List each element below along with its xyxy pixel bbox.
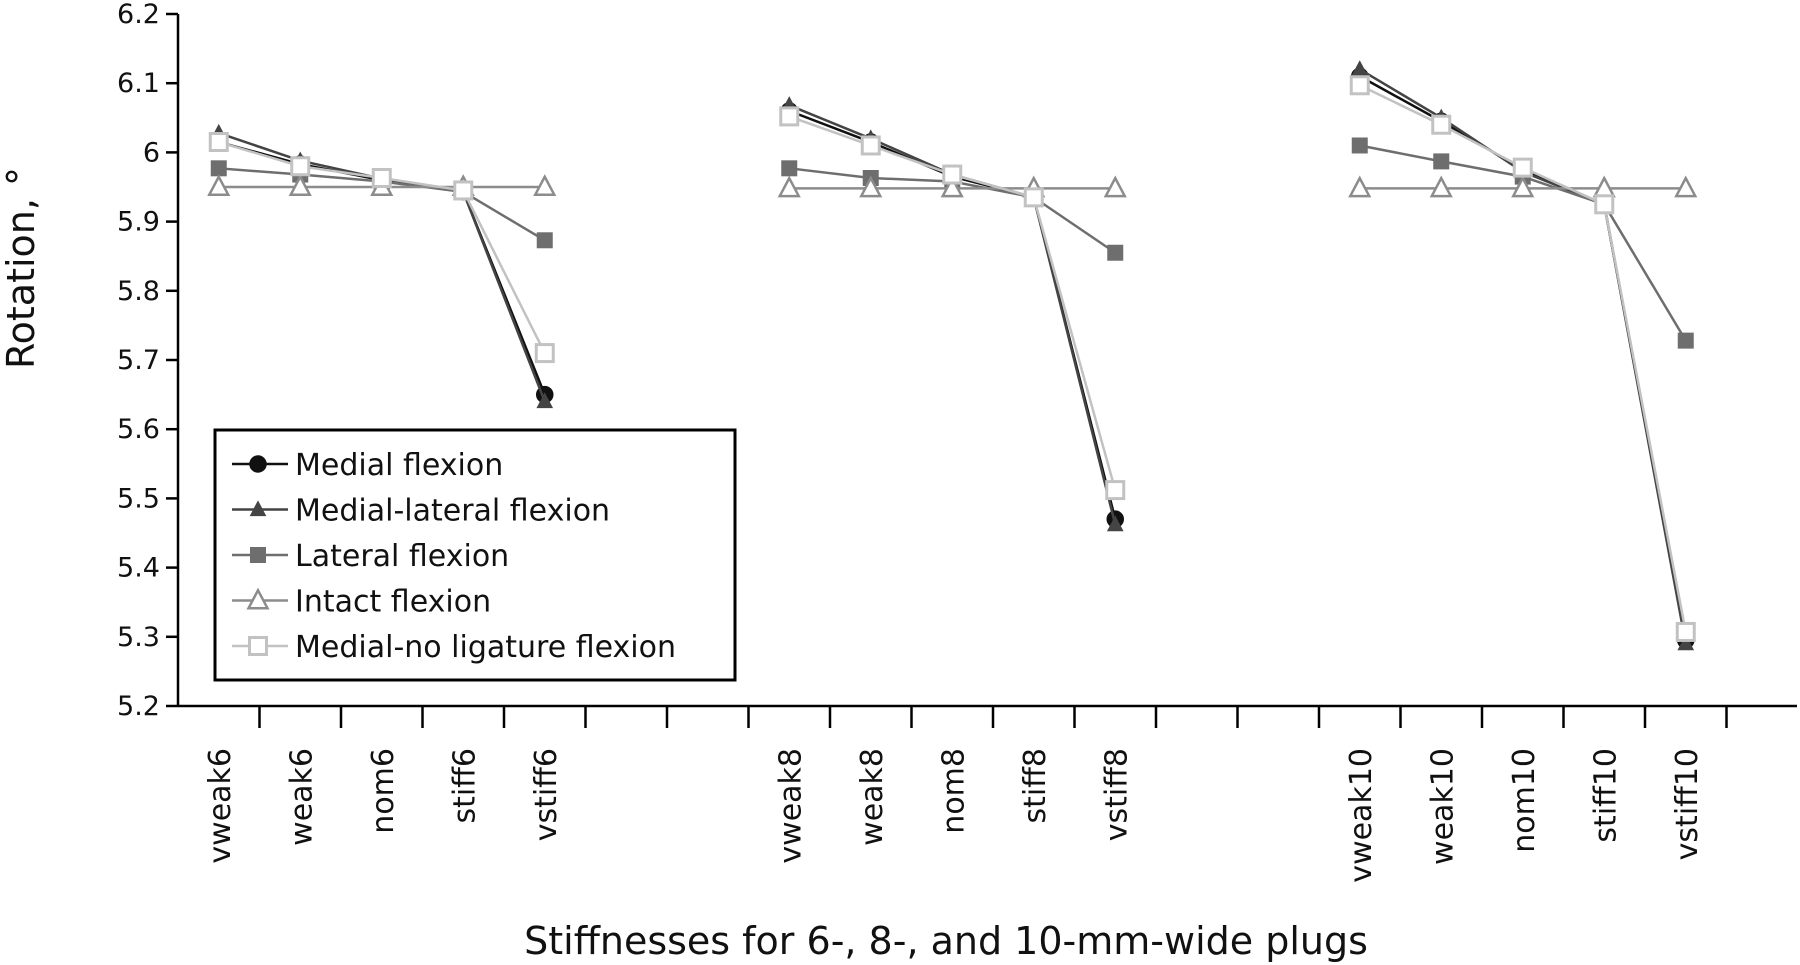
data-point (288, 174, 312, 196)
data-point (781, 160, 798, 177)
x-tick-label: vweak10 (1344, 748, 1379, 883)
data-point (1429, 175, 1453, 198)
y-axis-title: Rotation, ° (0, 167, 43, 369)
legend-marker (246, 587, 270, 610)
data-point (1675, 621, 1696, 642)
x-tick-label: vweak6 (203, 748, 238, 864)
data-point (1107, 244, 1124, 261)
y-tick-label: 5.8 (117, 276, 160, 307)
x-tick-label: vstiff8 (1099, 748, 1134, 841)
legend-marker (248, 636, 268, 656)
data-point (1351, 137, 1368, 154)
y-axis-ticks: 5.2 5.3 5.4 5.5 5.6 5.7 5.8 5.9 6 6.1 6.2 (117, 0, 178, 722)
y-tick-label: 6.2 (117, 0, 160, 30)
x-tick-label: stiff10 (1588, 748, 1623, 843)
data-point (1677, 634, 1695, 651)
data-point (210, 160, 227, 177)
x-tick-label: vweak8 (773, 748, 808, 864)
x-tick-label: nom6 (366, 748, 401, 834)
y-tick-label: 5.5 (117, 483, 160, 514)
x-tick-label: weak10 (1425, 748, 1460, 865)
legend-label: Intact flexion (295, 585, 491, 620)
legend-entry: Intact flexion (232, 585, 491, 620)
legend-label: Medial flexion (295, 448, 503, 483)
legend-entry: Medial-no ligature flexion (232, 630, 676, 665)
legend-marker (249, 455, 267, 473)
y-tick-label: 5.4 (117, 553, 160, 584)
data-point (942, 164, 963, 185)
y-tick-label: 5.3 (117, 622, 160, 653)
data-point (1103, 175, 1127, 198)
y-tick-label: 5.2 (117, 691, 160, 722)
legend: Medial flexion Medial-lateral flexion Late… (213, 428, 737, 682)
data-point (1105, 480, 1126, 501)
series-5 (208, 75, 1696, 642)
data-point (1433, 153, 1450, 170)
x-tick-label: nom8 (936, 748, 971, 834)
x-axis-title: Stiffnesses for 6-, 8-, and 10-mm-wide p… (524, 919, 1368, 963)
data-point (1349, 75, 1370, 96)
data-point (779, 106, 800, 127)
y-tick-label: 6 (143, 137, 160, 168)
legend-label: Medial-no ligature flexion (295, 630, 676, 665)
data-point (533, 174, 557, 196)
data-point (1351, 60, 1369, 76)
y-tick-label: 5.6 (117, 414, 160, 445)
data-point (1023, 187, 1044, 208)
legend-entry: Medial-lateral flexion (232, 494, 610, 529)
data-point (940, 175, 964, 198)
data-point (1677, 332, 1694, 349)
data-point (860, 135, 881, 156)
series-layer (207, 60, 1698, 651)
x-tick-label: weak8 (855, 748, 890, 846)
data-point (1431, 114, 1452, 135)
legend-entry: Lateral flexion (232, 539, 509, 574)
data-point (1106, 515, 1124, 532)
data-point (1592, 175, 1616, 198)
data-point (371, 168, 392, 189)
legend-frame (213, 428, 737, 682)
data-point (534, 343, 555, 364)
x-tick-label: stiff6 (447, 748, 482, 823)
data-point (859, 175, 883, 198)
y-tick-label: 5.9 (117, 207, 160, 238)
data-point (1348, 175, 1372, 198)
data-point (777, 175, 801, 198)
x-tick-label: vstiff6 (529, 748, 564, 841)
y-tick-label: 6.1 (117, 68, 160, 99)
data-point (1674, 175, 1698, 198)
data-point (290, 156, 311, 177)
legend-entry: Medial flexion (232, 448, 503, 483)
data-point (1594, 194, 1615, 215)
data-point (1511, 175, 1535, 198)
data-point (208, 132, 229, 153)
x-tick-label: weak6 (284, 748, 319, 846)
legend-label: Lateral flexion (295, 539, 509, 574)
data-point (536, 392, 554, 409)
data-point (1512, 157, 1533, 178)
x-tick-label: stiff8 (1018, 748, 1053, 823)
data-point (536, 232, 553, 249)
data-point (207, 174, 231, 196)
y-tick-label: 5.7 (117, 345, 160, 376)
legend-marker (250, 547, 266, 563)
data-point (453, 180, 474, 201)
x-axis-ticks: vweak6 weak6 nom6 stiff6 vstiff6 vweak8 weak8 n… (203, 706, 1728, 883)
x-tick-label: nom10 (1507, 748, 1542, 853)
legend-marker (249, 500, 267, 517)
legend-label: Medial-lateral flexion (295, 494, 610, 529)
x-tick-label: vstiff10 (1670, 748, 1705, 860)
